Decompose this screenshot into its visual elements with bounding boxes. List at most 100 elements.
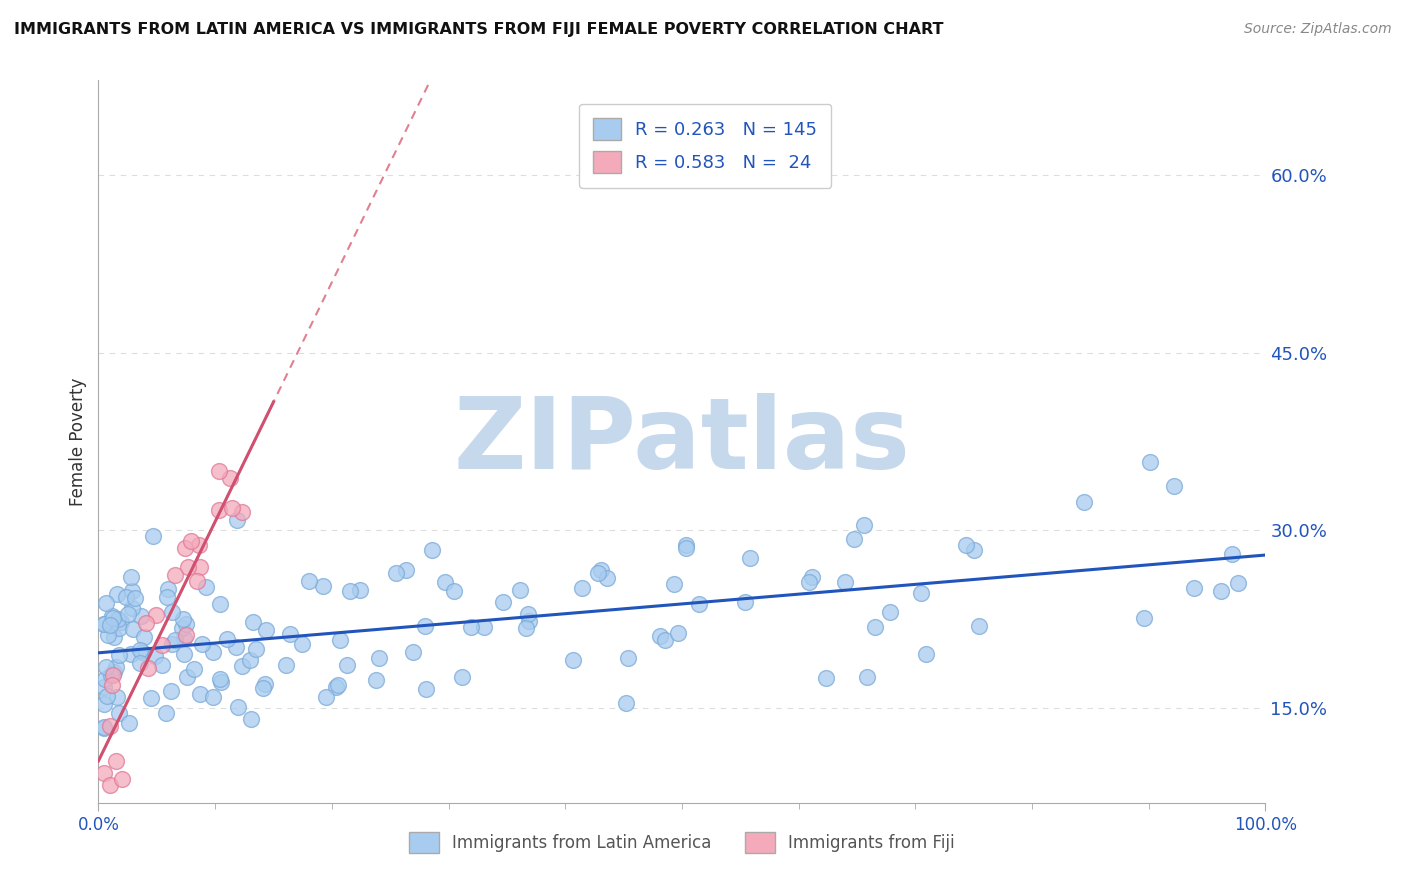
Point — [93, 720, 115, 734]
Point — [98, 719, 121, 733]
Point — [509, 582, 531, 597]
Point — [174, 617, 197, 632]
Point — [145, 607, 167, 622]
Point — [105, 690, 128, 705]
Point — [172, 622, 194, 636]
Point — [443, 583, 465, 598]
Point — [586, 566, 609, 581]
Point — [129, 608, 152, 623]
Point — [349, 582, 371, 597]
Point — [666, 626, 689, 640]
Point — [420, 543, 443, 558]
Point — [209, 674, 232, 689]
Point — [107, 706, 129, 720]
Point — [254, 677, 277, 691]
Point — [100, 678, 122, 692]
Point — [254, 623, 277, 637]
Point — [110, 615, 132, 630]
Point — [103, 665, 125, 679]
Point — [188, 686, 211, 700]
Text: IMMIGRANTS FROM LATIN AMERICA VS IMMIGRANTS FROM FIJI FEMALE POVERTY CORRELATION: IMMIGRANTS FROM LATIN AMERICA VS IMMIGRA… — [14, 22, 943, 37]
Point — [291, 637, 314, 651]
Point — [104, 660, 127, 674]
Point — [688, 597, 710, 611]
Point — [101, 611, 124, 625]
Point — [239, 712, 262, 726]
Point — [242, 615, 264, 629]
Point — [96, 689, 118, 703]
Point — [614, 696, 637, 710]
Point — [93, 672, 115, 686]
Point — [231, 504, 253, 518]
Point — [1132, 611, 1154, 625]
Point — [208, 503, 231, 517]
Point — [122, 622, 145, 636]
Point — [734, 595, 756, 609]
Point — [156, 582, 179, 596]
Point — [675, 538, 697, 552]
Point — [852, 517, 875, 532]
Point — [188, 559, 211, 574]
Point — [967, 619, 990, 633]
Point — [413, 619, 436, 633]
Point — [135, 615, 157, 630]
Point — [515, 621, 537, 635]
Point — [172, 612, 194, 626]
Point — [120, 648, 142, 662]
Point — [276, 658, 298, 673]
Point — [121, 601, 143, 615]
Point — [1182, 581, 1205, 595]
Point — [103, 630, 125, 644]
Point — [910, 586, 932, 600]
Point — [801, 569, 824, 583]
Point — [142, 529, 165, 543]
Point — [1139, 455, 1161, 469]
Point — [143, 648, 166, 663]
Point — [368, 651, 391, 665]
Point — [150, 658, 173, 673]
Point — [225, 513, 247, 527]
Point — [174, 628, 197, 642]
Point — [195, 580, 218, 594]
Point — [162, 637, 184, 651]
Point — [460, 619, 482, 633]
Point — [221, 501, 243, 516]
Point — [239, 653, 262, 667]
Point — [315, 690, 337, 704]
Point — [155, 706, 177, 720]
Point — [128, 643, 150, 657]
Point — [963, 543, 986, 558]
Point — [176, 670, 198, 684]
Point — [134, 630, 156, 644]
Point — [173, 647, 195, 661]
Point — [402, 645, 425, 659]
Point — [395, 563, 418, 577]
Point — [335, 657, 357, 672]
Point — [517, 607, 540, 621]
Point — [589, 563, 612, 577]
Point — [107, 612, 129, 626]
Point — [231, 659, 253, 673]
Point — [177, 560, 200, 574]
Point — [94, 596, 117, 610]
Point — [160, 605, 183, 619]
Point — [121, 584, 143, 599]
Point — [517, 615, 540, 629]
Point — [492, 595, 515, 609]
Point — [208, 673, 231, 687]
Point — [202, 645, 225, 659]
Point — [108, 648, 131, 662]
Point — [108, 621, 131, 635]
Point — [160, 684, 183, 698]
Point — [173, 541, 195, 555]
Point — [93, 697, 115, 711]
Point — [472, 620, 495, 634]
Point — [188, 538, 211, 552]
Point — [298, 574, 321, 588]
Point — [834, 575, 856, 590]
Point — [226, 700, 249, 714]
Point — [98, 617, 121, 632]
Point — [955, 538, 977, 552]
Point — [100, 668, 122, 682]
Point — [93, 616, 115, 631]
